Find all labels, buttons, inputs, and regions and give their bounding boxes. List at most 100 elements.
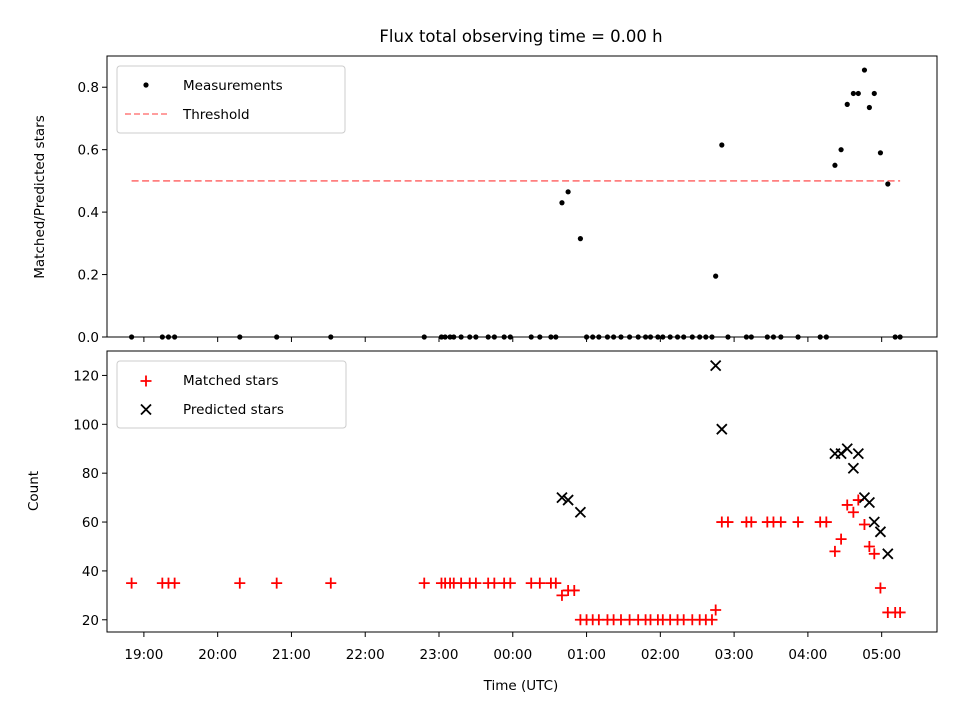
measurement-point — [850, 90, 856, 97]
measurement-point — [877, 150, 884, 156]
matched-star-point — [534, 577, 546, 589]
measurement-point — [855, 90, 861, 97]
predicted-star-point — [574, 506, 587, 518]
legend-threshold-label: Threshold — [182, 107, 250, 123]
bottom-legend-box — [116, 360, 347, 429]
matched-star-point — [418, 577, 430, 589]
measurement-point — [559, 200, 565, 206]
top-y-tick-label: 0.8 — [78, 80, 99, 96]
top-y-tick-label: 0.0 — [78, 330, 99, 346]
top-legend-box — [116, 65, 346, 134]
matched-star-point — [894, 606, 906, 618]
matched-star-point — [271, 577, 283, 589]
predicted-star-point — [841, 443, 853, 455]
matched-star-point — [234, 577, 246, 589]
x-tick-label: 20:00 — [198, 647, 237, 663]
x-tick-label: 01:00 — [567, 647, 606, 663]
measurement-point — [844, 101, 850, 107]
top-y-axis-label: Matched/Predicted stars — [32, 115, 48, 278]
measurement-point — [713, 273, 719, 279]
chart-title: Flux total observing time = 0.00 h — [379, 27, 662, 46]
x-tick-label: 23:00 — [420, 647, 459, 663]
matched-star-point — [169, 577, 181, 589]
predicted-star-point — [847, 462, 860, 474]
predicted-star-point — [852, 447, 864, 460]
matched-star-point — [488, 577, 500, 589]
legend-predicted-label: Predicted stars — [183, 402, 284, 418]
matched-star-point — [126, 577, 138, 589]
matched-star-point — [868, 548, 880, 560]
predicted-star-point — [874, 526, 887, 538]
predicted-star-point — [710, 360, 722, 372]
legend-matched-marker — [140, 375, 152, 387]
matched-star-point — [835, 533, 847, 545]
bottom-y-tick-label: 40 — [82, 564, 99, 580]
matched-star-point — [745, 516, 757, 528]
matched-star-point — [792, 516, 804, 528]
top-y-tick-label: 0.2 — [78, 268, 99, 284]
matched-star-point — [874, 582, 886, 594]
bottom-y-axis-label: Count — [26, 471, 42, 511]
matched-star-point — [775, 516, 787, 528]
matched-star-point — [470, 577, 482, 589]
measurement-point — [719, 142, 725, 148]
top-panel: 0.00.20.40.60.8 Matched/Predicted stars … — [32, 55, 938, 346]
measurement-point — [866, 104, 872, 111]
x-tick-label: 02:00 — [641, 647, 680, 663]
measurement-point — [861, 67, 868, 73]
legend-measurement-marker — [143, 82, 149, 88]
bottom-axes-frame — [106, 350, 938, 633]
measurement-point — [577, 236, 584, 242]
x-tick-label: 19:00 — [124, 647, 163, 663]
bottom-y-tick-label: 80 — [82, 466, 99, 482]
top-y-tick-label: 0.4 — [78, 205, 99, 221]
predicted-star-point — [716, 423, 728, 435]
matched-star-point — [820, 516, 832, 528]
x-tick-label: 03:00 — [715, 647, 754, 663]
bottom-plot-area — [126, 360, 906, 626]
x-tick-label: 05:00 — [862, 647, 901, 663]
matched-star-point — [829, 545, 841, 557]
predicted-star-point — [882, 548, 894, 560]
x-tick-label: 22:00 — [346, 647, 385, 663]
matched-star-point — [504, 577, 516, 589]
x-tick-label: 21:00 — [272, 647, 311, 663]
x-tick-label: 04:00 — [788, 647, 827, 663]
measurement-point — [832, 162, 838, 168]
matched-star-point — [858, 518, 870, 530]
x-axis-label: Time (UTC) — [483, 678, 559, 694]
predicted-star-point — [863, 496, 876, 509]
bottom-y-tick-label: 20 — [82, 613, 99, 629]
matched-star-point — [325, 577, 337, 589]
top-legend: Measurements Threshold — [116, 65, 346, 134]
matched-star-point — [550, 577, 562, 589]
bottom-legend: Matched stars Predicted stars — [116, 360, 347, 429]
top-y-tick-label: 0.6 — [78, 143, 99, 159]
measurement-point — [871, 90, 877, 97]
predicted-star-point — [556, 491, 568, 504]
predicted-star-point — [868, 516, 880, 528]
legend-predicted-marker — [140, 403, 152, 416]
measurement-point — [565, 189, 571, 195]
bottom-panel: 20 40 60 80 100 120 19:00 20:00 21:00 22:00 23:00 0… — [26, 350, 938, 694]
legend-matched-label: Matched stars — [183, 373, 279, 389]
matched-star-point — [847, 506, 859, 518]
bottom-y-tick-label: 120 — [73, 368, 99, 384]
bottom-ticks: 20 40 60 80 100 120 19:00 20:00 21:00 22:00 23:00 0… — [73, 368, 901, 663]
measurement-point — [838, 147, 844, 153]
matched-star-point — [556, 589, 568, 601]
matched-star-point — [568, 584, 580, 596]
legend-measurements-label: Measurements — [183, 78, 283, 94]
x-tick-label: 00:00 — [493, 647, 532, 663]
matched-star-point — [722, 516, 734, 528]
matched-star-point — [863, 540, 875, 552]
top-plot-area — [128, 67, 903, 340]
bottom-y-tick-label: 60 — [82, 515, 99, 531]
predicted-star-point — [562, 494, 574, 506]
matched-star-point — [710, 604, 722, 616]
bottom-y-tick-label: 100 — [73, 417, 99, 433]
matched-star-point — [706, 614, 718, 626]
measurement-point — [885, 181, 891, 187]
matched-star-point — [841, 499, 853, 511]
